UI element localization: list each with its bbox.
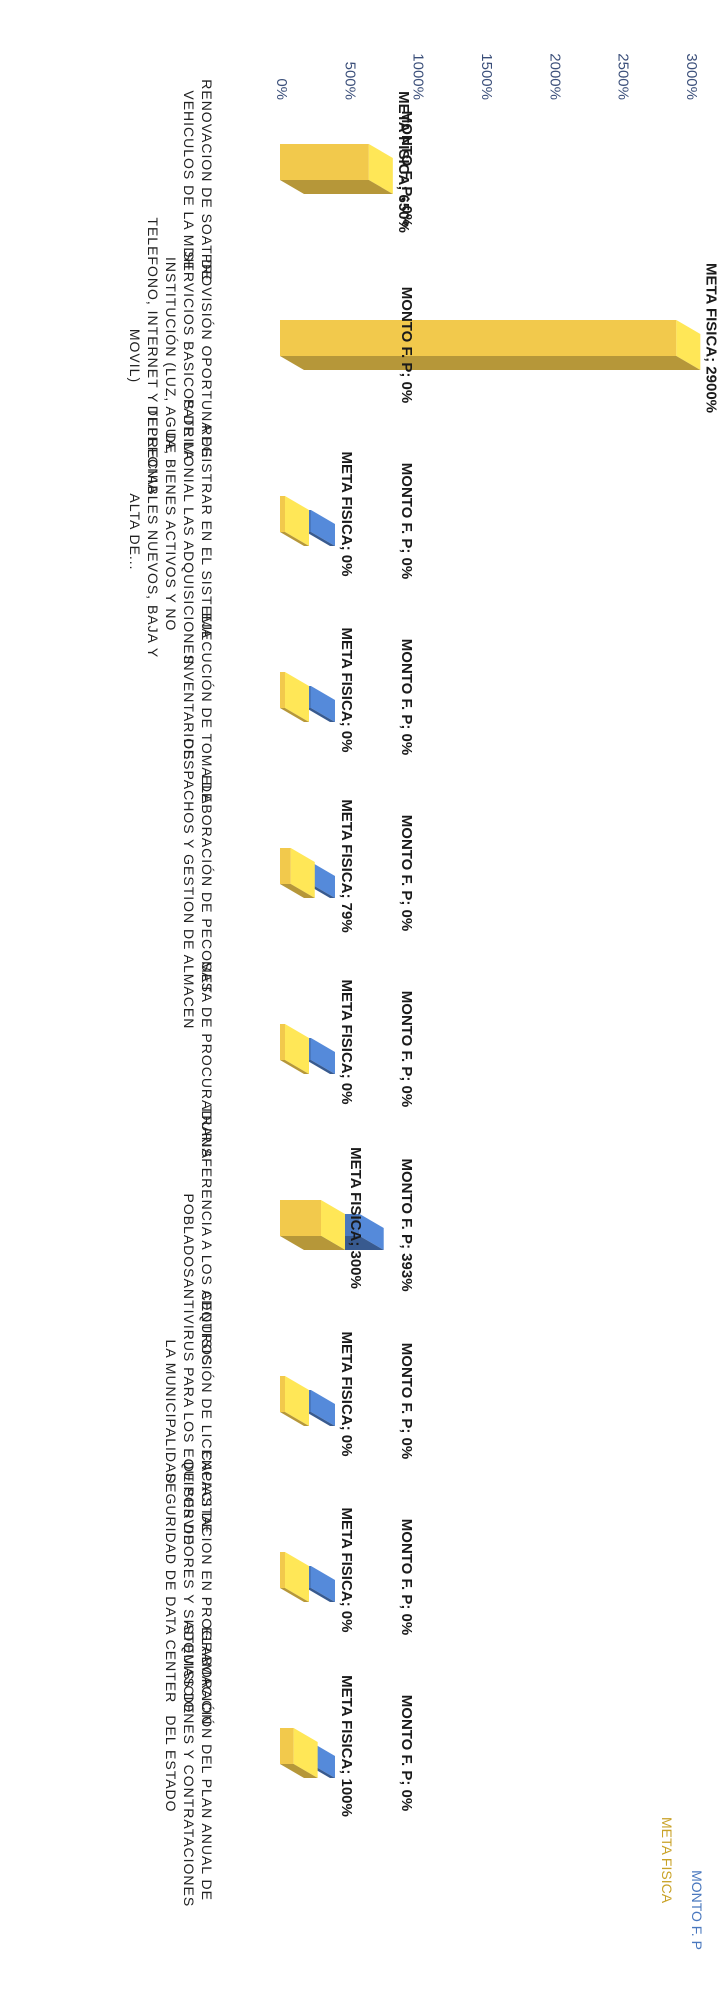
value-axis: 0% 500% 1000% 1500% 2000% 2500% 3000% [273,53,700,100]
bar-side-monto-3 [306,708,335,722]
bar-top-monto-7 [311,1390,335,1426]
bar-side-meta-1 [280,356,701,370]
category-label: ELABORACIÓN DE PECOSASDESPACHOS Y GESTIO… [181,739,215,1030]
y-tick-label: 3000% [683,53,700,100]
data-label: META FISICA; 0% [338,979,355,1104]
bar-top-meta-3 [285,672,309,722]
bar-meta-7 [280,1376,285,1412]
bar-meta-2 [280,496,285,532]
bar-meta-3 [280,672,285,708]
bar-top-monto-4 [311,862,335,898]
data-label: META FISICA; 100% [338,1675,355,1817]
bar-side-meta-3 [280,708,309,722]
bar-side-meta-5 [280,1060,309,1074]
bar-side-monto-2 [306,532,335,546]
data-label: MONTO F. P; 0% [398,1343,415,1459]
data-label: MONTO F. P; 393% [398,1158,415,1291]
y-tick-label: 2500% [615,53,632,100]
bar-top-meta-0 [368,144,393,194]
bar-top-monto-2 [311,510,335,546]
data-label: META FISICA; 79% [338,799,355,932]
data-label: META FISICA; 0% [338,1507,355,1632]
y-tick-label: 500% [341,62,358,100]
data-label: META FISICA; 2900% [702,263,719,413]
bar-meta-6 [280,1200,321,1236]
category-label: REGISTRAR EN EL SISTEMAPATRIMONIAL LAS A… [127,399,215,665]
data-label: META FISICA; 300% [347,1147,364,1289]
bar-side-meta-9 [280,1764,318,1778]
bar-side-meta-8 [280,1588,309,1602]
y-tick-label: 1500% [478,53,495,100]
data-label: META FISICA; 0% [338,451,355,576]
bar-top-meta-8 [285,1552,309,1602]
bar-side-meta-4 [280,884,315,898]
bar-meta-1 [279,320,677,356]
data-label: MONTO F. P; 0% [398,639,415,755]
bar-top-monto-8 [311,1566,335,1602]
y-tick-label: 0% [273,78,290,100]
bar-side-meta-7 [280,1412,309,1426]
bar-side-monto-7 [306,1412,335,1426]
bar-meta-4 [279,848,291,884]
category-label: ELABORACIÓN DEL PLAN ANUAL DEADQUISICION… [163,1621,215,1907]
bar-side-meta-0 [280,180,393,194]
bar-top-meta-1 [676,320,701,370]
category-label: CAPACITACION EN PROGRAMACIÓNDE SERVIDORE… [163,1451,215,1726]
bar-side-meta-2 [280,532,309,546]
data-label: META FISICA; 0% [338,627,355,752]
bar-top-meta-7 [285,1376,309,1426]
data-label: MONTO F. P; 0% [398,991,415,1107]
bar-side-meta-6 [280,1236,345,1250]
category-label: RENOVACION DE SOAT DEVEHICULOS DE LA MDH [181,79,215,280]
data-label: MONTO F. P; 0% [398,815,415,931]
bar-top-meta-9 [293,1728,318,1778]
bar-top-monto-5 [311,1038,335,1074]
y-tick-label: 1000% [410,53,427,100]
bar-layer [279,144,701,1778]
bar-meta-8 [280,1552,285,1588]
bar-meta-5 [280,1024,285,1060]
category-label: META DE PROCURADURIA [199,961,215,1159]
category-label: ADQUISICIÓN DE LICENCIAS DEANTIVIRUS PAR… [163,1279,215,1546]
y-tick-label: 2000% [546,53,563,100]
bar-top-meta-6 [321,1200,345,1250]
data-labels: MONTO F. P; 0%META FISICA; 650%MONTO F. … [338,91,719,1817]
legend-item-meta: META FISICA [659,1817,675,1904]
legend: MONTO F. P META FISICA [659,1817,705,1950]
bar-top-meta-5 [285,1024,309,1074]
category-label: TRANSFERENCIA A LOS CENTROSPOBLADOS [181,1106,215,1366]
data-label: MONTO F. P; 0% [398,463,415,579]
bar-top-monto-3 [311,686,335,722]
category-label: PROVISIÓN OPORTUNA DESERVICIOS BASICOS D… [127,217,215,494]
bar-meta-9 [279,1728,294,1764]
bar-side-monto-8 [306,1588,335,1602]
category-label: EJECUCIÓN DE TOMA DEINVENTARIOS [181,613,215,804]
bar-top-monto-6 [359,1214,384,1250]
data-label: MONTO F. P; 0% [398,287,415,403]
bar-side-monto-5 [306,1060,335,1074]
data-label: MONTO F. P; 0% [398,1519,415,1635]
data-label: META FISICA; 0% [338,1331,355,1456]
data-label: META FISICA; 650% [395,91,412,233]
data-label: MONTO F. P; 0% [398,1695,415,1811]
bar-meta-0 [280,144,369,180]
bar-top-meta-4 [290,848,315,898]
category-labels: RENOVACION DE SOAT DEVEHICULOS DE LA MDH… [127,79,215,1907]
legend-item-monto: MONTO F. P [689,1870,705,1950]
bar-top-meta-2 [285,496,309,546]
data-label: MONTO F. P; 0% [398,111,415,227]
